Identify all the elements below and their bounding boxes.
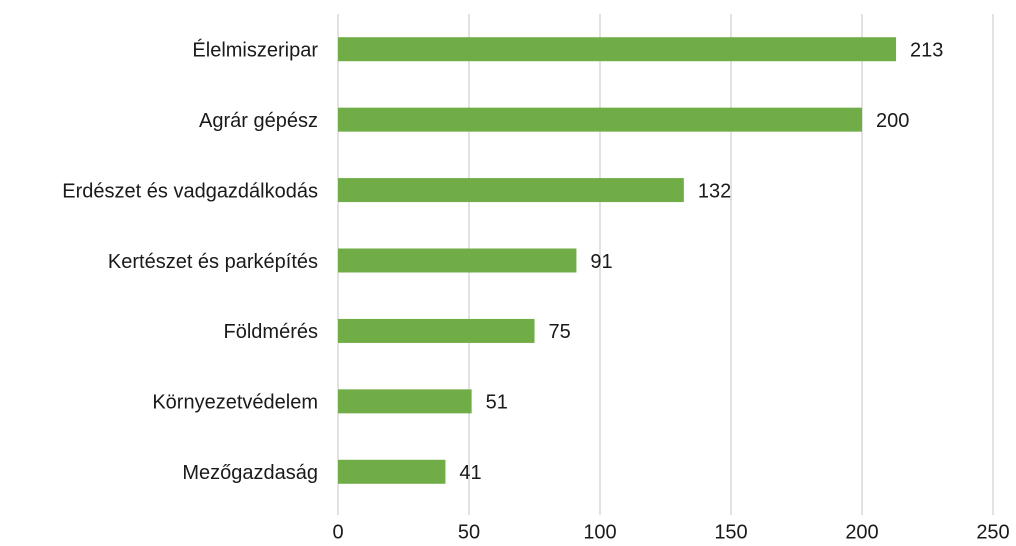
x-tick-label: 150	[714, 521, 747, 543]
data-label: 200	[876, 110, 909, 132]
x-tick-label: 100	[583, 521, 616, 543]
data-label: 75	[549, 321, 571, 343]
x-tick-label: 200	[845, 521, 878, 543]
x-tick-label: 50	[458, 521, 480, 543]
y-tick-label: Agrár gépész	[199, 110, 318, 132]
y-tick-label: Mezőgazdaság	[182, 462, 318, 484]
y-tick-label: Kertészet és parképítés	[108, 251, 318, 273]
y-tick-label: Erdészet és vadgazdálkodás	[62, 180, 318, 202]
bar	[338, 107, 862, 132]
bar	[338, 459, 446, 484]
bar	[338, 178, 684, 203]
bar	[338, 389, 472, 414]
data-label: 132	[698, 180, 731, 202]
bar	[338, 318, 535, 343]
data-label: 91	[590, 251, 612, 273]
data-label: 51	[486, 392, 508, 414]
x-tick-label: 0	[332, 521, 343, 543]
data-label: 213	[910, 39, 943, 61]
bar	[338, 37, 897, 62]
y-tick-label: Élelmiszeripar	[192, 38, 318, 61]
data-label: 41	[459, 462, 481, 484]
y-tick-label: Környezetvédelem	[152, 392, 318, 414]
y-tick-label: Földmérés	[224, 321, 318, 343]
bar	[338, 248, 577, 273]
x-tick-label: 250	[976, 521, 1009, 543]
